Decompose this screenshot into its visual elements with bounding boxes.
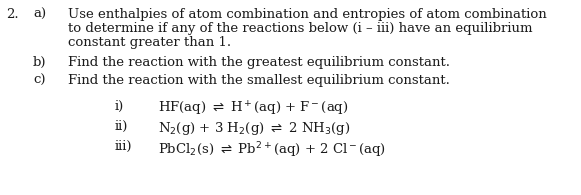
Text: to determine if any of the reactions below (i – iii) have an equilibrium: to determine if any of the reactions bel… — [68, 22, 533, 35]
Text: iii): iii) — [115, 140, 132, 153]
Text: b): b) — [33, 56, 46, 69]
Text: PbCl$_2$(s) $\rightleftharpoons$ Pb$^{2+}$(aq) + 2 Cl$^-$(aq): PbCl$_2$(s) $\rightleftharpoons$ Pb$^{2+… — [158, 140, 386, 160]
Text: HF(aq) $\rightleftharpoons$ H$^+$(aq) + F$^-$(aq): HF(aq) $\rightleftharpoons$ H$^+$(aq) + … — [158, 100, 349, 118]
Text: a): a) — [33, 8, 46, 21]
Text: i): i) — [115, 100, 124, 113]
Text: N$_2$(g) + 3 H$_2$(g) $\rightleftharpoons$ 2 NH$_3$(g): N$_2$(g) + 3 H$_2$(g) $\rightleftharpoon… — [158, 120, 350, 137]
Text: 2.: 2. — [6, 8, 19, 21]
Text: ii): ii) — [115, 120, 128, 133]
Text: Find the reaction with the smallest equilibrium constant.: Find the reaction with the smallest equi… — [68, 74, 450, 87]
Text: Use enthalpies of atom combination and entropies of atom combination: Use enthalpies of atom combination and e… — [68, 8, 547, 21]
Text: constant greater than 1.: constant greater than 1. — [68, 36, 231, 49]
Text: Find the reaction with the greatest equilibrium constant.: Find the reaction with the greatest equi… — [68, 56, 450, 69]
Text: c): c) — [33, 74, 45, 87]
